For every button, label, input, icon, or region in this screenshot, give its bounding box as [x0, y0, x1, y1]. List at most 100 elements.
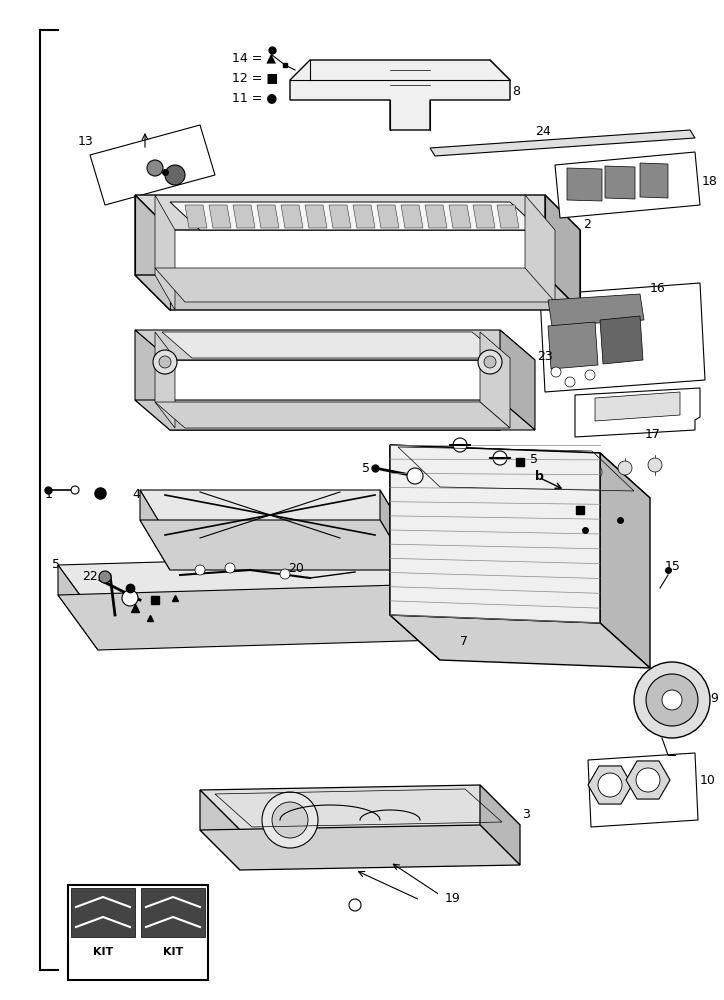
Circle shape: [225, 563, 235, 573]
Text: 19: 19: [445, 892, 460, 904]
Polygon shape: [200, 785, 520, 830]
Polygon shape: [140, 490, 410, 540]
Circle shape: [618, 461, 632, 475]
Circle shape: [153, 350, 177, 374]
Polygon shape: [567, 168, 602, 201]
Text: 4: 4: [132, 488, 140, 501]
Text: 2: 2: [583, 218, 591, 231]
Circle shape: [646, 674, 698, 726]
Polygon shape: [68, 885, 208, 980]
Text: 23: 23: [537, 350, 552, 363]
Polygon shape: [548, 294, 644, 326]
Circle shape: [122, 590, 138, 606]
Circle shape: [598, 773, 622, 797]
Text: 9: 9: [710, 692, 718, 704]
Text: 17: 17: [645, 428, 661, 441]
Polygon shape: [430, 130, 695, 156]
Polygon shape: [353, 205, 375, 228]
Polygon shape: [540, 283, 705, 392]
Circle shape: [493, 451, 507, 465]
Polygon shape: [473, 205, 495, 228]
Polygon shape: [545, 195, 580, 310]
Polygon shape: [390, 445, 650, 498]
Polygon shape: [155, 268, 555, 302]
Text: 7: 7: [460, 635, 468, 648]
Polygon shape: [135, 330, 170, 430]
Polygon shape: [390, 445, 600, 623]
Circle shape: [588, 465, 602, 479]
Polygon shape: [162, 332, 504, 358]
Circle shape: [147, 160, 163, 176]
Polygon shape: [155, 402, 510, 428]
Polygon shape: [140, 520, 410, 570]
Circle shape: [280, 569, 290, 579]
Polygon shape: [257, 205, 279, 228]
Polygon shape: [377, 205, 399, 228]
Polygon shape: [425, 205, 447, 228]
Polygon shape: [588, 753, 698, 827]
Text: 24: 24: [535, 125, 551, 138]
Polygon shape: [588, 766, 632, 804]
Circle shape: [634, 662, 710, 738]
Text: 11 = ●: 11 = ●: [232, 92, 277, 104]
Polygon shape: [140, 490, 170, 570]
Text: b: b: [535, 470, 544, 483]
Polygon shape: [605, 166, 635, 199]
Polygon shape: [135, 400, 535, 430]
Text: 15: 15: [665, 560, 681, 573]
Circle shape: [648, 458, 662, 472]
Circle shape: [453, 438, 467, 452]
Text: 10: 10: [700, 774, 716, 786]
Circle shape: [551, 367, 561, 377]
Polygon shape: [555, 152, 700, 218]
Polygon shape: [58, 555, 440, 620]
Polygon shape: [500, 330, 535, 430]
Polygon shape: [480, 785, 520, 865]
Text: KIT: KIT: [163, 947, 183, 957]
Polygon shape: [600, 316, 643, 364]
Polygon shape: [380, 490, 410, 570]
Polygon shape: [135, 195, 170, 310]
Polygon shape: [329, 205, 351, 228]
Circle shape: [159, 356, 171, 368]
Text: 18: 18: [702, 175, 718, 188]
Circle shape: [478, 350, 502, 374]
Polygon shape: [390, 445, 440, 660]
Text: 3: 3: [522, 808, 530, 822]
Circle shape: [662, 690, 682, 710]
Polygon shape: [575, 388, 700, 437]
Polygon shape: [155, 332, 175, 428]
Circle shape: [71, 486, 79, 494]
Polygon shape: [200, 825, 520, 870]
Text: 16: 16: [650, 282, 666, 295]
Circle shape: [407, 468, 423, 484]
Polygon shape: [626, 761, 670, 799]
Polygon shape: [525, 195, 555, 310]
Polygon shape: [640, 163, 668, 198]
Polygon shape: [548, 322, 598, 369]
Polygon shape: [449, 205, 471, 228]
Polygon shape: [58, 585, 440, 650]
Circle shape: [272, 802, 308, 838]
Text: 5: 5: [52, 558, 60, 571]
Text: 1: 1: [45, 488, 53, 502]
Polygon shape: [600, 453, 650, 668]
Polygon shape: [170, 202, 540, 230]
Polygon shape: [209, 205, 231, 228]
Polygon shape: [185, 205, 207, 228]
Circle shape: [165, 165, 185, 185]
Circle shape: [565, 377, 575, 387]
Polygon shape: [135, 275, 580, 310]
Polygon shape: [135, 195, 580, 230]
Text: 8: 8: [512, 85, 520, 98]
Circle shape: [262, 792, 318, 848]
Polygon shape: [135, 330, 535, 360]
Circle shape: [585, 370, 595, 380]
Circle shape: [349, 899, 361, 911]
Polygon shape: [58, 565, 98, 650]
Circle shape: [195, 565, 205, 575]
Polygon shape: [281, 205, 303, 228]
Polygon shape: [400, 555, 440, 640]
Text: 13: 13: [78, 135, 93, 148]
Polygon shape: [497, 205, 519, 228]
